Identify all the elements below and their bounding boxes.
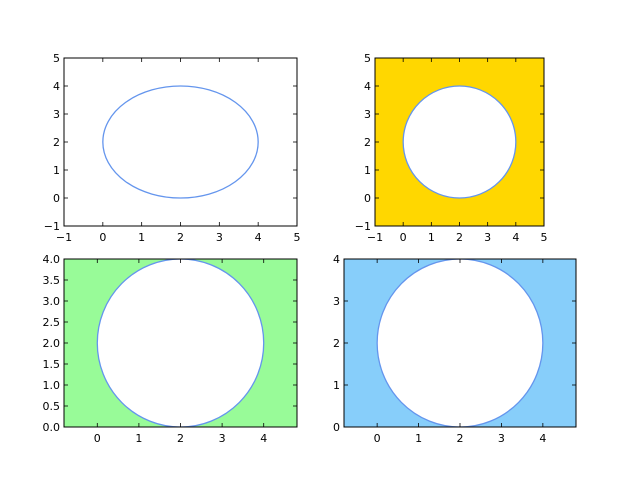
x-tick-label: 2 (456, 231, 463, 244)
x-tick-label: 0 (99, 231, 106, 244)
circle-line (376, 259, 544, 427)
x-tick-label: 0 (374, 432, 381, 445)
y-tick-label: 0.0 (43, 421, 61, 434)
y-tick-label: 4.0 (43, 253, 61, 266)
x-tick-label: 3 (484, 231, 491, 244)
y-tick-label: 3.5 (43, 274, 61, 287)
y-tick-label: 1.0 (43, 379, 61, 392)
y-tick-label: 4 (364, 80, 371, 93)
y-tick-label: 2 (333, 337, 340, 350)
x-tick-label: 1 (135, 432, 142, 445)
circle-line (102, 85, 259, 199)
x-tick-label: 1 (428, 231, 435, 244)
x-tick-label: 1 (415, 432, 422, 445)
y-tick-label: 5 (53, 52, 60, 65)
x-tick-label: 2 (177, 432, 184, 445)
y-tick-label: 0.5 (43, 400, 61, 413)
circle-line (96, 259, 265, 427)
y-tick-label: 3 (333, 295, 340, 308)
y-tick-label: 1 (53, 164, 60, 177)
x-tick-label: 4 (512, 231, 519, 244)
subplot-4: 0 1 2 3 4 0 1 2 3 4 (333, 253, 577, 445)
x-tick-label: 5 (294, 231, 301, 244)
x-tick-label: 0 (400, 231, 407, 244)
x-tick-label: 4 (255, 231, 262, 244)
x-tick-label: 1 (138, 231, 145, 244)
y-tick-label: 3.0 (43, 295, 61, 308)
y-tick-label: −1 (355, 220, 371, 233)
x-tick-label: 2 (177, 231, 184, 244)
y-tick-label: 2 (53, 136, 60, 149)
y-tick-label: 2.0 (43, 337, 61, 350)
y-tick-label: 1.5 (43, 358, 61, 371)
y-tick-label: 5 (364, 52, 371, 65)
x-tick-label: 4 (260, 432, 267, 445)
circle-line (402, 85, 517, 199)
y-tick-label: 2 (364, 136, 371, 149)
subplot-3: 0 1 2 3 4 0.0 0.5 1.0 1.5 2.0 2.5 3.0 3.5 4.0 (43, 253, 298, 445)
x-tick-label: 3 (219, 432, 226, 445)
x-tick-label: 2 (457, 432, 464, 445)
x-tick-label: 5 (541, 231, 548, 244)
x-tick-label: 0 (94, 432, 101, 445)
x-tick-label: −1 (56, 231, 72, 244)
y-tick-label: 3 (53, 108, 60, 121)
y-tick-label: 0 (364, 192, 371, 205)
y-tick-label: 1 (333, 379, 340, 392)
y-tick-label: 0 (53, 192, 60, 205)
plot-background (64, 58, 297, 226)
y-tick-label: 3 (364, 108, 371, 121)
y-tick-label: 2.5 (43, 316, 61, 329)
x-tick-label: 3 (498, 432, 505, 445)
x-tick-label: −1 (367, 231, 383, 244)
y-tick-label: −1 (44, 220, 60, 233)
y-tick-label: 4 (333, 253, 340, 266)
x-tick-label: 3 (216, 231, 223, 244)
subplot-1: −1 0 1 2 3 4 5 −1 0 1 2 3 4 5 (44, 52, 301, 244)
y-tick-label: 1 (364, 164, 371, 177)
subplot-2: −1 0 1 2 3 4 5 −1 0 1 2 3 4 5 (355, 52, 548, 244)
x-tick-label: 4 (539, 432, 546, 445)
y-tick-label: 0 (333, 421, 340, 434)
y-tick-label: 4 (53, 80, 60, 93)
